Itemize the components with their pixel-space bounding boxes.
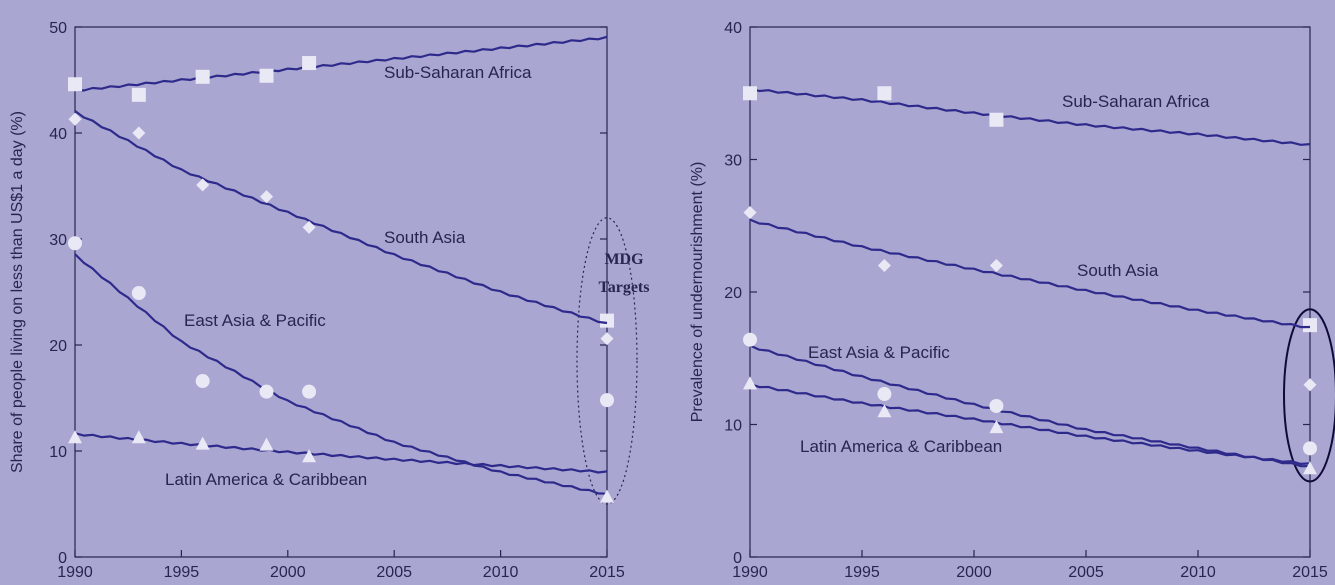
mdg-target-ellipse <box>576 217 638 505</box>
data-point-diamond <box>132 126 146 140</box>
trend-line <box>749 382 1311 465</box>
series-east-asia-pacific: East Asia & Pacific <box>743 332 1317 468</box>
x-tick-label: 2000 <box>956 564 992 581</box>
data-point-square <box>989 112 1004 127</box>
data-point-diamond <box>1303 378 1317 392</box>
data-point-square <box>600 313 614 328</box>
data-point-triangle <box>1303 461 1317 475</box>
series-latin-america-caribbean: Latin America & Caribbean <box>743 376 1317 475</box>
trend-line <box>749 87 1311 146</box>
data-point-circle <box>259 384 274 399</box>
data-point-diamond <box>877 259 891 272</box>
y-tick-label: 40 <box>724 20 742 37</box>
data-point-circle <box>877 387 892 402</box>
data-point-square <box>68 77 82 92</box>
x-tick-label: 2000 <box>270 564 306 581</box>
data-point-diamond <box>600 332 614 346</box>
y-tick-label: 0 <box>58 550 67 567</box>
y-axis-title: Prevalence of undernourishment (%) <box>689 162 706 423</box>
trend-line <box>74 432 608 474</box>
x-tick-label: 1995 <box>844 564 880 581</box>
series-label: East Asia & Pacific <box>184 311 326 330</box>
poverty-chart: 0 10 20 30 40 50 1990 1995 2000 2005 2010 2015 Share… <box>9 20 649 581</box>
x-tick-label: 1995 <box>164 564 200 581</box>
data-point-triangle <box>600 489 614 503</box>
series-south-asia: South Asia <box>68 110 614 346</box>
data-point-triangle <box>743 376 757 390</box>
y-tick-label: 50 <box>49 20 67 37</box>
x-tick-label: 2015 <box>589 564 625 581</box>
data-point-circle <box>1303 441 1317 456</box>
x-tick-label: 2015 <box>1292 564 1328 581</box>
y-tick-label: 20 <box>49 338 67 355</box>
trend-line <box>74 253 608 495</box>
data-point-circle <box>68 236 82 251</box>
data-point-diamond <box>196 178 210 192</box>
series-label: Sub-Saharan Africa <box>1062 92 1210 111</box>
data-point-diamond <box>68 112 82 126</box>
series-label: South Asia <box>384 228 466 247</box>
data-point-diamond <box>302 220 316 234</box>
x-tick-label: 1990 <box>732 564 768 581</box>
y-tick-label: 30 <box>724 153 742 170</box>
data-point-triangle <box>302 449 317 463</box>
trend-line <box>749 344 1311 468</box>
x-tick-label: 2005 <box>1068 564 1104 581</box>
data-point-circle <box>195 374 210 389</box>
y-axis-title: Share of people living on less than US$1… <box>9 111 26 473</box>
series-label: Latin America & Caribbean <box>165 470 367 489</box>
data-point-diamond <box>743 206 757 219</box>
data-point-square <box>743 86 757 101</box>
data-point-triangle <box>989 420 1004 434</box>
x-tick-label: 2010 <box>483 564 519 581</box>
trend-line <box>74 110 608 325</box>
data-point-triangle <box>195 436 210 450</box>
series-south-asia: South Asia <box>743 206 1317 392</box>
data-point-triangle <box>131 430 146 444</box>
data-point-square <box>195 69 210 84</box>
data-point-diamond <box>260 190 274 204</box>
trend-line <box>749 218 1311 329</box>
data-point-circle <box>302 384 317 399</box>
y-tick-label: 0 <box>733 550 742 567</box>
data-point-triangle <box>259 437 274 451</box>
x-tick-label: 2005 <box>376 564 412 581</box>
y-tick-label: 30 <box>49 232 67 249</box>
data-point-triangle <box>877 404 892 418</box>
y-tick-label: 10 <box>49 444 67 461</box>
series-sub-saharan-africa: Sub-Saharan Africa <box>68 35 614 328</box>
data-point-square <box>1303 318 1317 333</box>
trend-line <box>74 35 608 92</box>
y-tick-label: 20 <box>724 285 742 302</box>
plot-frame <box>74 26 608 558</box>
series-east-asia-pacific: East Asia & Pacific <box>68 236 614 495</box>
series-sub-saharan-africa: Sub-Saharan Africa <box>743 86 1317 333</box>
series-label: Latin America & Caribbean <box>800 437 1002 456</box>
data-point-square <box>877 86 892 101</box>
data-point-diamond <box>989 259 1003 272</box>
x-tick-label: 1990 <box>57 564 93 581</box>
undernourishment-chart: 0 10 20 30 40 1990 1995 2000 2005 2010 2015 Prevale… <box>689 20 1335 581</box>
series-latin-america-caribbean: Latin America & Caribbean <box>68 430 614 503</box>
mdg-target-ellipse <box>1283 308 1335 483</box>
plot-frame <box>749 26 1311 558</box>
data-point-triangle <box>68 430 82 444</box>
x-tick-label: 2010 <box>1180 564 1216 581</box>
data-point-circle <box>989 398 1004 413</box>
series-label: South Asia <box>1077 261 1159 280</box>
data-point-square <box>259 68 274 83</box>
y-tick-label: 40 <box>49 126 67 143</box>
series-label: East Asia & Pacific <box>808 343 950 362</box>
y-tick-label: 10 <box>724 418 742 435</box>
data-point-square <box>302 56 317 71</box>
data-point-square <box>131 87 146 102</box>
series-label: Sub-Saharan Africa <box>384 63 532 82</box>
data-point-circle <box>131 286 146 301</box>
data-point-circle <box>600 393 614 408</box>
data-point-circle <box>743 332 757 347</box>
mdg-label-line1: MDG <box>604 251 644 268</box>
mdg-label-line2: Targets <box>599 279 650 296</box>
